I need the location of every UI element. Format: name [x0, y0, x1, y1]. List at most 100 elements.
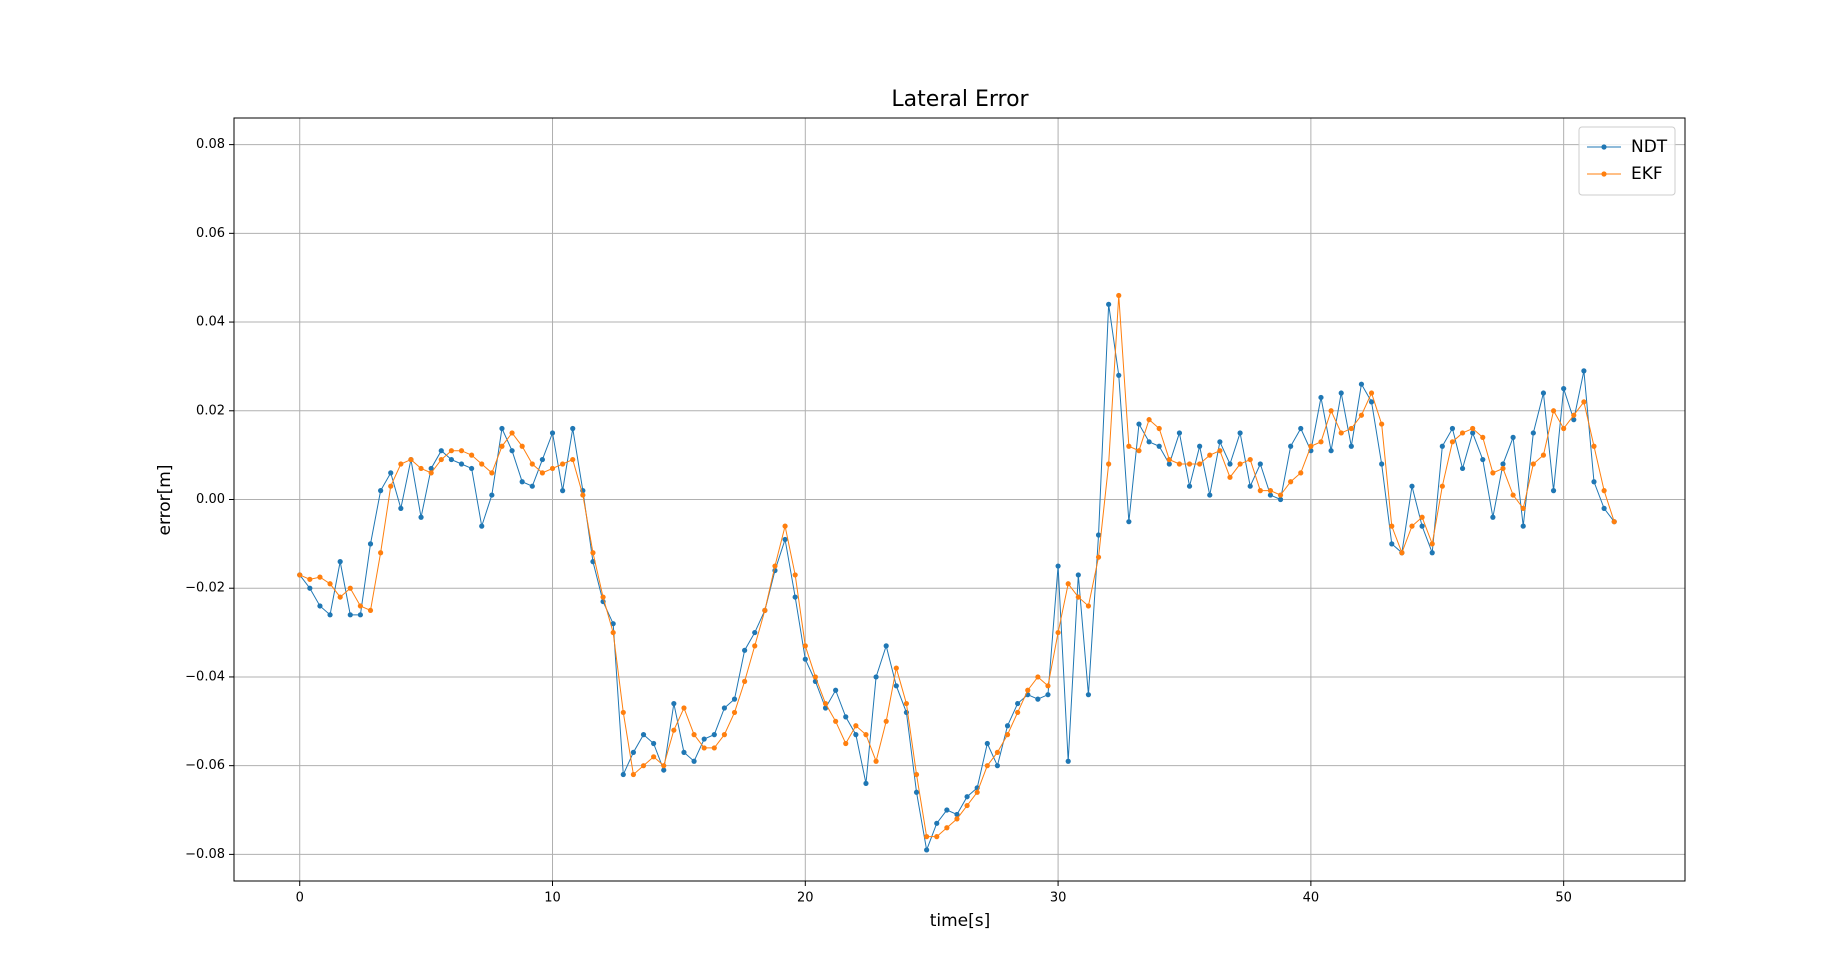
data-point — [1459, 430, 1466, 436]
data-point — [802, 656, 808, 662]
data-point — [1328, 408, 1334, 414]
data-point — [681, 705, 687, 711]
data-point — [1358, 412, 1365, 418]
data-point — [731, 709, 738, 716]
data-point — [610, 621, 616, 627]
data-point — [1095, 554, 1102, 560]
data-point — [509, 430, 515, 436]
data-point — [327, 581, 333, 587]
data-point — [600, 594, 606, 600]
data-point — [742, 678, 748, 684]
data-point — [974, 789, 980, 795]
data-point — [1338, 430, 1344, 436]
data-point — [893, 683, 899, 689]
data-point — [1550, 408, 1557, 414]
data-point — [1156, 425, 1162, 432]
data-point — [590, 550, 596, 556]
data-point — [883, 643, 889, 649]
data-point — [337, 594, 343, 600]
data-point — [1156, 443, 1162, 449]
y-tick-label: −0.08 — [185, 847, 225, 862]
data-point — [833, 718, 839, 724]
data-point — [1409, 523, 1415, 529]
data-point — [307, 585, 313, 591]
data-point — [347, 585, 353, 591]
data-point — [1176, 461, 1183, 467]
data-point — [1419, 514, 1425, 520]
data-point — [1288, 479, 1294, 485]
data-point — [934, 820, 940, 826]
data-point — [1429, 550, 1435, 556]
data-point — [1065, 758, 1071, 764]
data-point — [1166, 461, 1172, 467]
data-point — [1146, 417, 1152, 423]
data-point — [529, 461, 535, 467]
data-point — [479, 523, 485, 529]
data-point — [1217, 439, 1223, 445]
y-tick-label: 0.00 — [196, 492, 225, 507]
data-point — [1186, 483, 1193, 489]
data-point — [1368, 399, 1375, 405]
y-tick-label: 0.04 — [196, 315, 225, 330]
data-point — [1247, 456, 1253, 463]
data-point — [944, 825, 950, 831]
y-tick-label: −0.06 — [185, 758, 225, 773]
legend-marker — [1601, 144, 1607, 150]
data-point — [1439, 483, 1445, 489]
data-point — [934, 834, 940, 840]
data-point — [1257, 461, 1263, 467]
data-point — [1227, 474, 1233, 480]
data-point — [1015, 700, 1021, 707]
data-point — [752, 643, 758, 649]
data-point — [388, 470, 394, 476]
data-point — [802, 643, 808, 649]
data-point — [297, 572, 303, 578]
data-point — [1298, 425, 1304, 432]
data-point — [873, 758, 879, 764]
data-point — [944, 807, 950, 813]
data-point — [1227, 461, 1233, 467]
data-point — [1601, 505, 1607, 511]
data-point — [994, 763, 1001, 769]
data-point — [651, 754, 657, 760]
data-point — [1399, 550, 1405, 556]
data-point — [640, 732, 647, 738]
data-point — [893, 665, 899, 671]
data-point — [1217, 448, 1223, 454]
data-point — [1247, 483, 1253, 489]
data-point — [357, 612, 363, 618]
data-point — [671, 727, 677, 733]
data-point — [711, 732, 717, 738]
data-point — [913, 789, 920, 795]
legend-label: NDT — [1631, 137, 1668, 157]
data-point — [1065, 581, 1071, 587]
data-point — [1207, 452, 1213, 458]
data-point — [398, 461, 404, 467]
data-point — [1015, 709, 1021, 716]
plot-frame — [233, 117, 1686, 882]
data-point — [519, 443, 525, 449]
data-point — [691, 758, 697, 764]
legend-box — [1578, 126, 1676, 196]
data-point — [560, 461, 566, 467]
data-point — [549, 430, 556, 436]
data-point — [1328, 448, 1334, 454]
data-point — [1075, 594, 1081, 600]
data-point — [863, 732, 869, 738]
data-point — [833, 687, 839, 693]
data-point — [499, 425, 505, 432]
data-point — [661, 763, 667, 769]
x-tick-label: 10 — [544, 891, 561, 906]
data-point — [489, 492, 495, 498]
data-point — [1288, 443, 1294, 449]
data-point — [418, 514, 424, 520]
data-point — [570, 456, 576, 463]
data-point — [1207, 492, 1213, 498]
data-point — [1035, 696, 1041, 702]
data-point — [691, 732, 697, 738]
data-point — [1449, 425, 1456, 432]
data-point — [742, 647, 748, 653]
data-point — [610, 629, 616, 636]
x-tick-label: 0 — [296, 891, 304, 906]
